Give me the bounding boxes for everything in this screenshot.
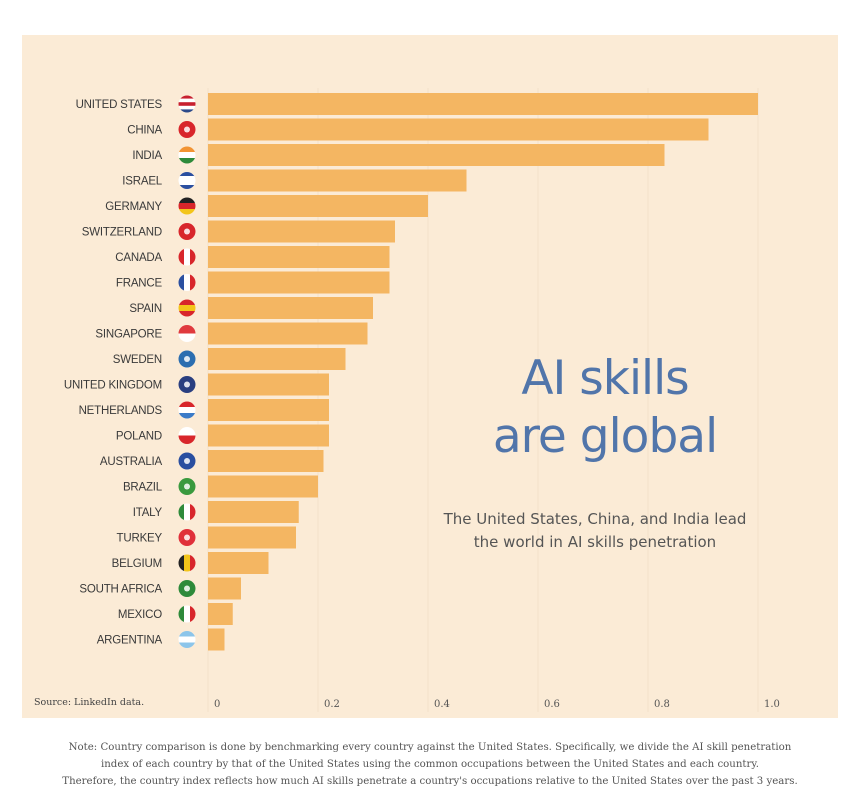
bar [208, 348, 346, 370]
bar [208, 450, 324, 472]
bar [208, 195, 428, 217]
chart-title: AI skills are global [455, 350, 755, 466]
bar [208, 424, 329, 447]
bar [208, 399, 329, 421]
country-label: ITALY [133, 507, 163, 519]
bar [208, 577, 241, 600]
country-label: SINGAPORE [95, 329, 162, 341]
country-label: SOUTH AFRICA [79, 584, 162, 596]
note-line: index of each country by that of the Uni… [100, 759, 760, 770]
bar [208, 297, 373, 319]
x-tick-label: 0.4 [434, 699, 450, 710]
country-label: BELGIUM [112, 558, 162, 570]
title-line: AI skills [521, 351, 689, 406]
flag-icon [178, 95, 196, 113]
flag-icon [178, 223, 196, 240]
bar [208, 628, 225, 651]
country-label: SWITZERLAND [82, 227, 162, 239]
x-tick-label: 0.8 [654, 699, 670, 710]
flag-icon [178, 631, 196, 648]
flag-icon [178, 376, 196, 393]
country-label: GERMANY [105, 201, 162, 213]
flag-icon [178, 554, 196, 572]
country-label: SPAIN [129, 303, 162, 315]
bar [208, 93, 758, 115]
country-label: NETHERLANDS [79, 405, 163, 417]
x-tick-label: 1.0 [764, 699, 780, 710]
bar [208, 246, 390, 268]
flag-icon [178, 580, 196, 597]
flag-icon [178, 503, 196, 521]
note-line: Note: Country comparison is done by benc… [68, 742, 792, 753]
bar [208, 373, 329, 396]
flag-icon [178, 325, 196, 342]
x-tick-label: 0 [214, 699, 220, 710]
bar [208, 220, 395, 243]
country-label: BRAZIL [123, 482, 163, 494]
bar [208, 475, 318, 498]
country-label: SWEDEN [113, 354, 162, 366]
flag-icon [178, 248, 196, 266]
bar [208, 501, 299, 523]
chart-subtitle: The United States, China, and India lead… [443, 510, 747, 551]
flag-icon [178, 146, 196, 164]
footnote: Note: Country comparison is done by benc… [20, 739, 840, 790]
title-line: are global [492, 409, 718, 464]
country-label: POLAND [116, 431, 162, 443]
flag-icon [178, 274, 196, 291]
flag-icon [178, 121, 196, 138]
flag-icon [178, 197, 196, 215]
bar [208, 552, 269, 574]
flag-icon [178, 401, 196, 419]
source-note: Source: LinkedIn data. [34, 697, 145, 708]
country-label: ISRAEL [122, 176, 163, 188]
bar [208, 169, 467, 192]
flag-icon [178, 529, 196, 546]
country-label: INDIA [132, 150, 162, 162]
flag-icon [178, 427, 196, 444]
flag-icon [178, 478, 196, 495]
bar [208, 603, 233, 625]
country-label: UNITED KINGDOM [64, 380, 162, 392]
flag-icon [178, 350, 196, 368]
country-label: FRANCE [116, 278, 163, 290]
x-tick-label: 0.6 [544, 699, 560, 710]
bar [208, 526, 296, 549]
country-label: CANADA [115, 252, 162, 264]
bar [208, 144, 665, 166]
country-label: CHINA [127, 125, 162, 137]
country-label: TURKEY [117, 533, 163, 545]
note-line: Therefore, the country index reflects ho… [62, 776, 798, 787]
flag-icon [178, 299, 196, 317]
country-label: MEXICO [118, 609, 162, 621]
x-tick-label: 0.2 [324, 699, 340, 710]
bar [208, 271, 390, 294]
bar [208, 322, 368, 345]
flag-icon [178, 452, 196, 470]
bar [208, 118, 709, 141]
country-label: AUSTRALIA [100, 456, 163, 468]
flag-icon [178, 172, 196, 189]
flag-icon [178, 605, 196, 623]
country-label: ARGENTINA [97, 635, 163, 647]
country-label: UNITED STATES [76, 99, 163, 111]
